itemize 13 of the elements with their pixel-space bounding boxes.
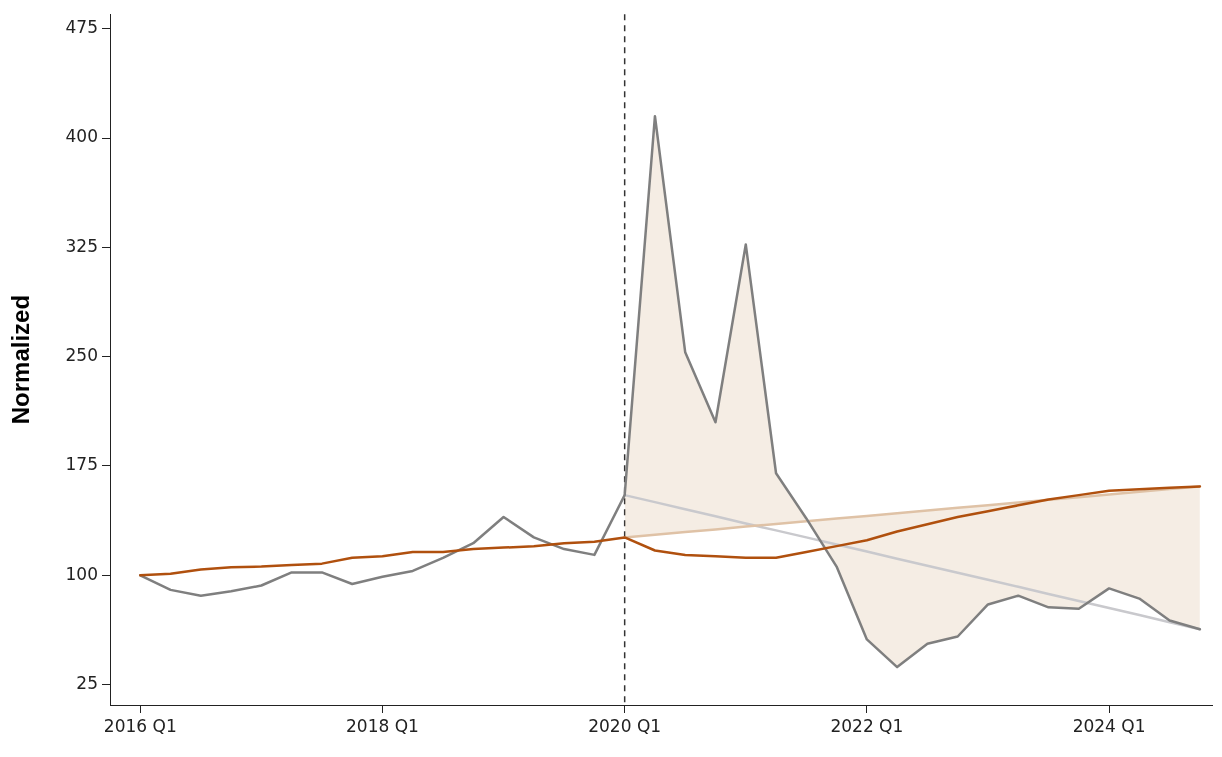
y-tick-label: 475 xyxy=(65,17,98,38)
x-tick-label: 2024 Q1 xyxy=(1072,715,1146,736)
x-tick-label: 2016 Q1 xyxy=(103,715,177,736)
y-tick-label: 400 xyxy=(65,126,98,147)
y-axis-title: Normalized xyxy=(7,294,35,425)
y-tick-label: 25 xyxy=(76,673,98,694)
y-tick-label: 100 xyxy=(65,563,98,584)
y-tick-label: 250 xyxy=(65,345,98,366)
y-tick-label: 325 xyxy=(65,235,98,256)
x-tick-label: 2018 Q1 xyxy=(346,715,419,736)
x-tick-label: 2020 Q1 xyxy=(588,715,662,736)
x-tick-label: 2022 Q1 xyxy=(830,715,904,736)
y-tick-label: 175 xyxy=(65,454,98,475)
